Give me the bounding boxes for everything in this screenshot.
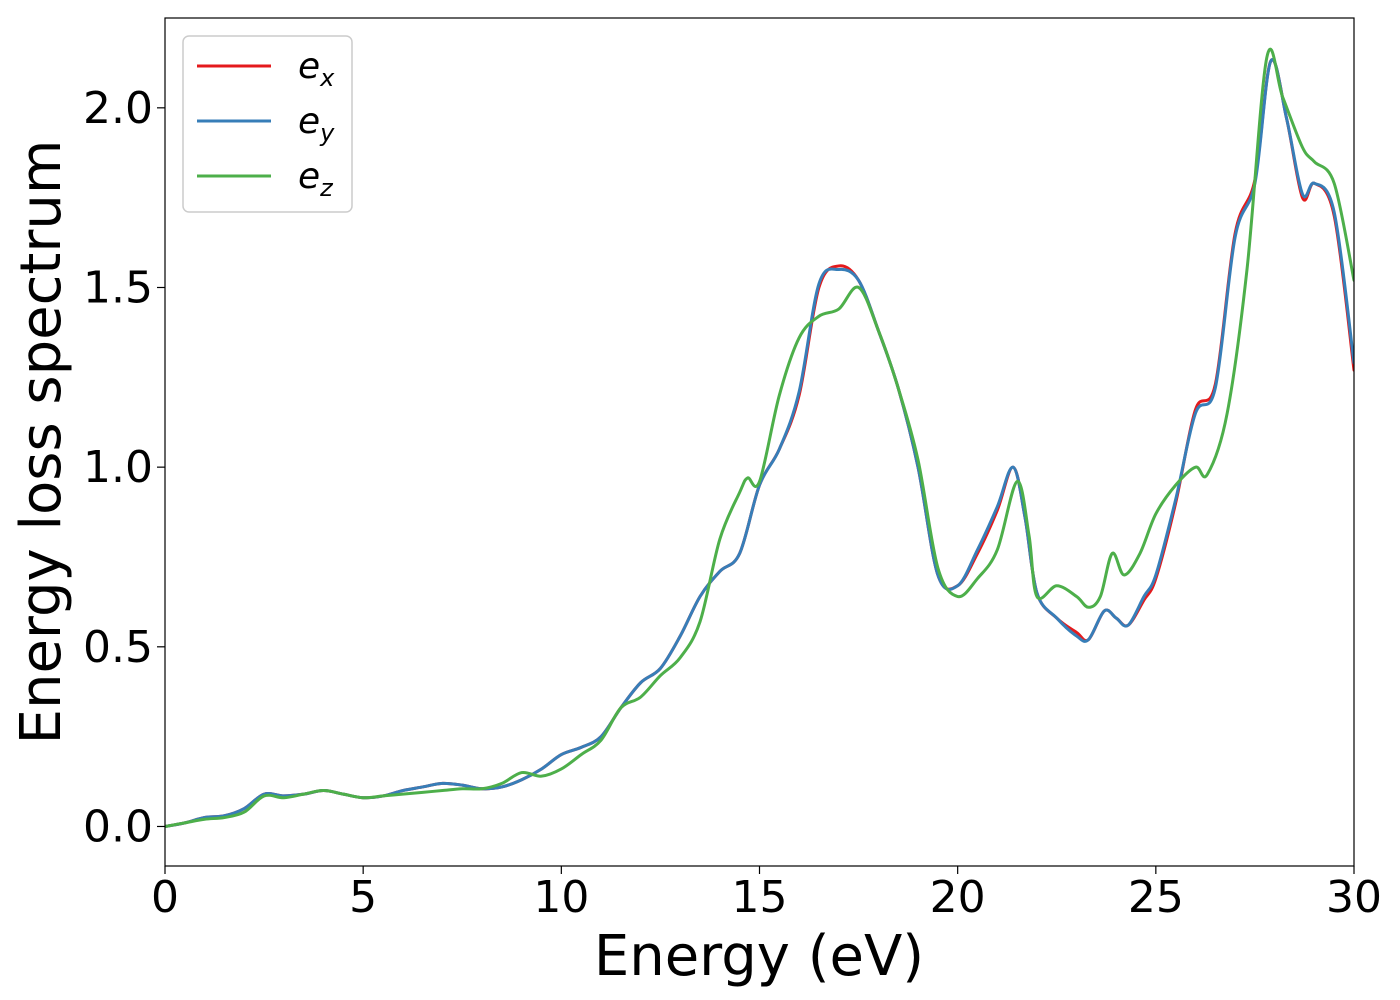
x-tick-label: 10 xyxy=(533,872,589,923)
y-tick-label: 1.5 xyxy=(83,262,153,313)
x-tick-label: 5 xyxy=(349,872,377,923)
legend-label-x: ex xyxy=(298,46,335,92)
y-tick-label: 0.5 xyxy=(83,622,153,673)
x-tick-label: 0 xyxy=(151,872,179,923)
y-axis-title: Energy loss spectrum xyxy=(9,140,74,745)
y-tick-label: 1.0 xyxy=(83,442,153,493)
x-tick-label: 15 xyxy=(732,872,788,923)
x-axis-title: Energy (eV) xyxy=(594,924,924,989)
y-tick-label: 0.0 xyxy=(83,801,153,852)
y-axis: 0.0 0.5 1.0 1.5 2.0 xyxy=(83,83,165,852)
x-tick-label: 30 xyxy=(1326,872,1382,923)
x-axis: 0 5 10 15 20 25 30 xyxy=(151,866,1382,923)
series-line-z xyxy=(165,47,1354,828)
legend-box xyxy=(182,35,353,213)
x-tick-label: 20 xyxy=(930,872,986,923)
x-tick-label: 25 xyxy=(1128,872,1184,923)
y-tick-label: 2.0 xyxy=(83,83,153,134)
series-layer xyxy=(165,47,1354,828)
legend-label-y: ey xyxy=(298,101,335,147)
